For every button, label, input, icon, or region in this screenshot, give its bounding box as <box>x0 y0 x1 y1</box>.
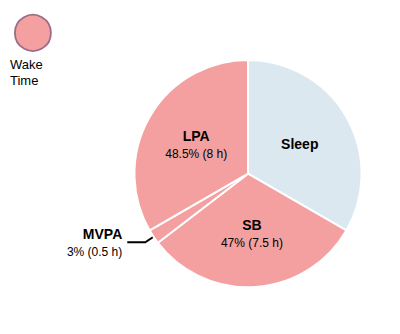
svg-text:48.5% (8 h): 48.5% (8 h) <box>165 147 227 161</box>
svg-text:MVPA: MVPA <box>83 226 122 242</box>
svg-text:47% (7.5 h): 47% (7.5 h) <box>221 236 283 250</box>
svg-text:Sleep: Sleep <box>281 136 318 152</box>
svg-text:Time: Time <box>10 73 38 88</box>
svg-text:LPA: LPA <box>183 128 210 144</box>
svg-text:3% (0.5 h): 3% (0.5 h) <box>67 245 122 259</box>
svg-text:Wake: Wake <box>10 57 43 72</box>
svg-text:SB: SB <box>242 217 261 233</box>
